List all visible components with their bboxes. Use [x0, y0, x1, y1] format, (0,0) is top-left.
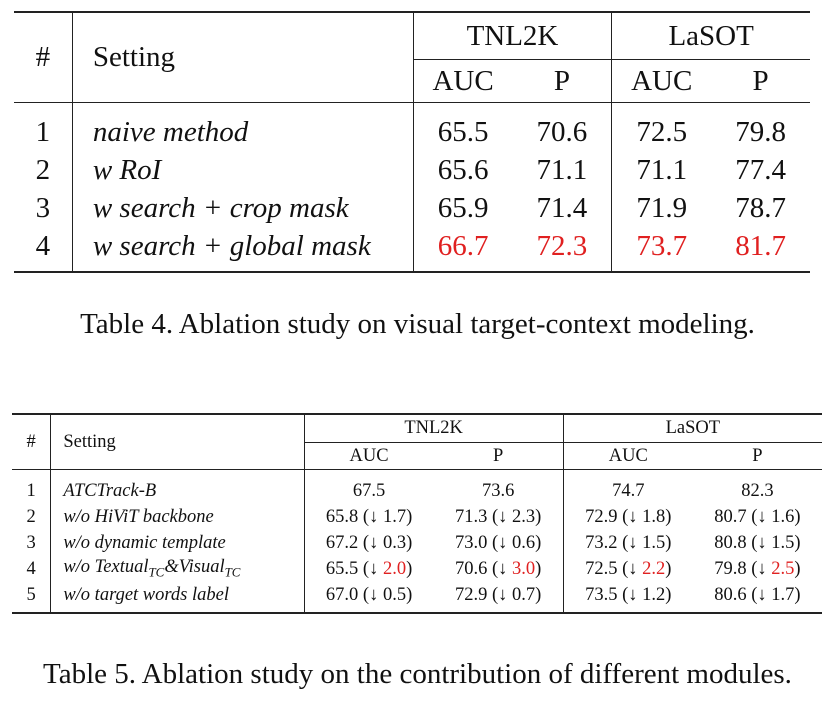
table-row: 3 w/o dynamic template 67.2 (↓ 0.3) 73.0…	[12, 530, 822, 556]
table-4: # Setting TNL2K LaSOT AUC P AUC P 1 naiv…	[14, 11, 810, 273]
down-arrow-icon: ↓	[628, 506, 638, 527]
header-tnl2k: TNL2K	[413, 11, 612, 60]
down-arrow-icon: ↓	[369, 506, 379, 527]
header-tnl2k-auc: AUC	[304, 442, 434, 470]
table-row: 4 w/o TextualTC&VisualTC 65.5 (↓ 2.0) 70…	[12, 556, 822, 582]
table-row: 1 ATCTrack-B 67.5 73.6 74.7 82.3	[12, 469, 822, 504]
header-tnl2k: TNL2K	[304, 413, 564, 443]
table-row: 1 naive method 65.5 70.6 72.5 79.8	[14, 102, 810, 151]
header-lasot-p: P	[692, 442, 822, 470]
header-setting: Setting	[50, 413, 305, 470]
down-arrow-icon: ↓	[369, 532, 379, 553]
down-arrow-icon: ↓	[757, 506, 767, 527]
header-setting: Setting	[72, 11, 414, 103]
table-row: 2 w/o HiViT backbone 65.8 (↓ 1.7) 71.3 (…	[12, 504, 822, 530]
down-arrow-icon: ↓	[757, 584, 767, 605]
header-num: #	[14, 11, 73, 103]
down-arrow-icon: ↓	[498, 532, 508, 553]
header-num: #	[12, 413, 52, 470]
header-lasot-auc: AUC	[562, 442, 693, 470]
header-tnl2k-auc: AUC	[413, 59, 513, 103]
table-row: 2 w RoI 65.6 71.1 71.1 77.4	[14, 151, 810, 189]
header-lasot: LaSOT	[562, 413, 822, 443]
down-arrow-icon: ↓	[757, 532, 767, 553]
down-arrow-icon: ↓	[498, 506, 508, 527]
table-row: 4 w search + global mask 66.7 72.3 73.7 …	[14, 227, 810, 273]
table-5-caption: Table 5. Ablation study on the contribut…	[43, 658, 792, 690]
down-arrow-icon: ↓	[628, 584, 638, 605]
down-arrow-icon: ↓	[369, 558, 379, 579]
down-arrow-icon: ↓	[628, 558, 638, 579]
down-arrow-icon: ↓	[369, 584, 379, 605]
down-arrow-icon: ↓	[628, 532, 638, 553]
down-arrow-icon: ↓	[757, 558, 767, 579]
table-4-caption: Table 4. Ablation study on visual target…	[80, 308, 755, 340]
header-lasot: LaSOT	[611, 11, 810, 60]
header-tnl2k-p: P	[512, 59, 612, 103]
down-arrow-icon: ↓	[498, 584, 508, 605]
header-lasot-p: P	[711, 59, 810, 103]
table-row: 3 w search + crop mask 65.9 71.4 71.9 78…	[14, 189, 810, 227]
header-lasot-auc: AUC	[611, 59, 712, 103]
table-row: 5 w/o target words label 67.0 (↓ 0.5) 72…	[12, 582, 822, 614]
header-tnl2k-p: P	[433, 442, 564, 470]
table-5: # Setting TNL2K LaSOT AUC P AUC P 1 ATCT…	[12, 413, 822, 614]
down-arrow-icon: ↓	[498, 558, 508, 579]
